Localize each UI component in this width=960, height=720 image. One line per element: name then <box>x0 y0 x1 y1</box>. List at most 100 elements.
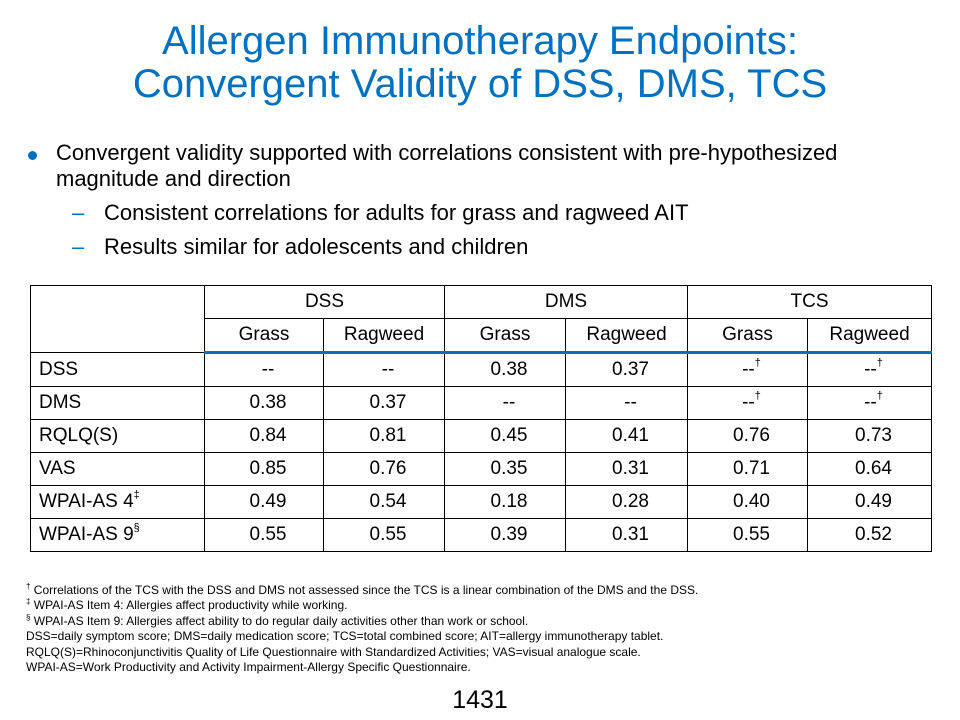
table-cell: 0.54 <box>323 485 445 519</box>
sub-header: Grass <box>204 318 324 354</box>
cell-value: -- <box>381 359 395 380</box>
table-cell: --† <box>687 352 808 387</box>
sub-header: Grass <box>444 318 566 354</box>
cell-value: -- <box>742 392 755 413</box>
row-label-text: RQLQ(S) <box>39 425 119 446</box>
footnote-line: † Correlations of the TCS with the DSS a… <box>26 583 698 598</box>
row-label: DSS <box>30 352 205 387</box>
table-cell: 0.64 <box>807 452 932 486</box>
bullet-dot-icon <box>28 151 37 160</box>
dash-icon: – <box>72 200 85 225</box>
cell-value: 0.52 <box>855 524 892 545</box>
cell-value: 0.39 <box>490 524 528 545</box>
table-cell: 0.55 <box>687 518 808 552</box>
cell-value: -- <box>864 359 877 380</box>
sub-header: Grass <box>687 318 808 354</box>
footnote-mark: † <box>26 582 31 591</box>
cell-value: -- <box>742 359 755 380</box>
cell-value: 0.37 <box>612 359 649 380</box>
cell-value: 0.40 <box>733 491 770 512</box>
table-cell: 0.55 <box>204 518 324 552</box>
cell-value: -- <box>502 392 516 413</box>
footnote-mark: ‡ <box>26 597 31 607</box>
row-label-text: VAS <box>39 458 76 479</box>
cell-value: 0.84 <box>249 425 287 446</box>
table-row: DMS 0.38 0.37 -- -- --† --† <box>30 386 932 420</box>
footnote-line: DSS=daily symptom score; DMS=daily medic… <box>26 629 698 644</box>
group-header: DSS <box>204 285 445 319</box>
cell-value: -- <box>261 359 275 380</box>
cell-value: 0.18 <box>490 491 528 512</box>
sub-bullet-1: – Consistent correlations for adults for… <box>26 200 926 226</box>
footnote-line: ‡ WPAI-AS Item 4: Allergies affect produ… <box>26 598 698 613</box>
table-row: DSS -- -- 0.38 0.37 --† --† <box>30 352 932 387</box>
cell-value: 0.81 <box>369 425 407 446</box>
table-cell: 0.31 <box>565 518 688 552</box>
table-cell: --† <box>807 386 932 420</box>
sub-bullet-2: – Results similar for adolescents and ch… <box>26 234 926 260</box>
table-cell: -- <box>565 386 688 420</box>
row-label: WPAI-AS 9§ <box>30 518 205 552</box>
row-label-text: DSS <box>39 358 79 380</box>
title-line-2: Convergent Validity of DSS, DMS, TCS <box>132 62 828 106</box>
row-label-text: WPAI-AS 9 <box>39 524 134 545</box>
table-cell: 0.38 <box>204 386 324 420</box>
cell-value: 0.38 <box>490 359 528 380</box>
cell-value: 0.31 <box>612 458 649 479</box>
footnote-line: RQLQ(S)=Rhinoconjunctivitis Quality of L… <box>26 645 698 660</box>
footnote-text: RQLQ(S)=Rhinoconjunctivitis Quality of L… <box>26 644 641 659</box>
table-cell: 0.71 <box>687 452 808 486</box>
footnote-mark: † <box>754 357 761 369</box>
cell-value: 0.28 <box>612 491 649 512</box>
bullet-main-text: Convergent validity supported with corre… <box>56 140 838 191</box>
cell-value: 0.76 <box>733 425 770 446</box>
bullet-main: Convergent validity supported with corre… <box>26 140 926 192</box>
table-cell: -- <box>323 352 445 387</box>
cell-value: 0.41 <box>612 425 649 446</box>
cell-value: 0.73 <box>855 425 892 446</box>
row-label: WPAI-AS 4‡ <box>30 485 205 519</box>
table-cell: 0.49 <box>807 485 932 519</box>
cell-value: 0.54 <box>369 491 407 512</box>
table-cell: 0.84 <box>204 419 324 453</box>
footnote-line: WPAI-AS=Work Productivity and Activity I… <box>26 660 698 675</box>
cell-value: 0.49 <box>855 491 892 512</box>
table-cell: 0.85 <box>204 452 324 486</box>
table-cell: 0.28 <box>565 485 688 519</box>
footnote-text: WPAI-AS Item 4: Allergies affect product… <box>30 598 348 613</box>
footnotes: † Correlations of the TCS with the DSS a… <box>26 583 698 675</box>
table-cell: 0.52 <box>807 518 932 552</box>
table-cell: 0.37 <box>323 386 445 420</box>
footnote-line: § WPAI-AS Item 9: Allergies affect abili… <box>26 613 698 629</box>
row-label: DMS <box>30 386 205 420</box>
sub-header-row: Grass Ragweed Grass Ragweed Grass Ragwee… <box>31 318 932 354</box>
table-cell: -- <box>204 352 324 387</box>
page-number: 1431 <box>452 686 508 714</box>
cell-value: 0.31 <box>612 524 649 545</box>
group-header: TCS <box>687 285 932 319</box>
table-cell: 0.38 <box>444 352 566 387</box>
table-cell: -- <box>444 386 566 420</box>
cell-value: 0.35 <box>490 458 528 479</box>
table-cell: --† <box>687 386 808 420</box>
table-row: WPAI-AS 4‡ 0.49 0.54 0.18 0.28 0.40 0.49 <box>30 485 932 519</box>
row-label: VAS <box>30 452 205 486</box>
table-cell: --† <box>807 352 932 387</box>
sub-bullet-text: Consistent correlations for adults for g… <box>104 200 689 225</box>
table-cell: 0.37 <box>565 352 688 387</box>
correlation-table: DSS DMS TCS Grass Ragweed Grass Ragweed … <box>30 285 932 552</box>
footnote-text: WPAI-AS Item 9: Allergies affect ability… <box>30 613 529 628</box>
table-row: RQLQ(S) 0.84 0.81 0.45 0.41 0.76 0.73 <box>30 419 932 453</box>
table-row: VAS 0.85 0.76 0.35 0.31 0.71 0.64 <box>30 452 932 486</box>
slide-title: Allergen Immunotherapy Endpoints: Conver… <box>0 20 960 106</box>
corner-cell <box>30 285 205 353</box>
cell-value: 0.55 <box>249 524 287 545</box>
group-header: DMS <box>444 285 688 319</box>
table-cell: 0.49 <box>204 485 324 519</box>
cell-value: -- <box>624 392 637 413</box>
table-cell: 0.41 <box>565 419 688 453</box>
cell-value: 0.55 <box>733 524 770 545</box>
footnote-text: DSS=daily symptom score; DMS=daily medic… <box>26 629 664 644</box>
group-header-row: DSS DMS TCS <box>30 285 932 353</box>
cell-value: 0.37 <box>369 392 407 413</box>
